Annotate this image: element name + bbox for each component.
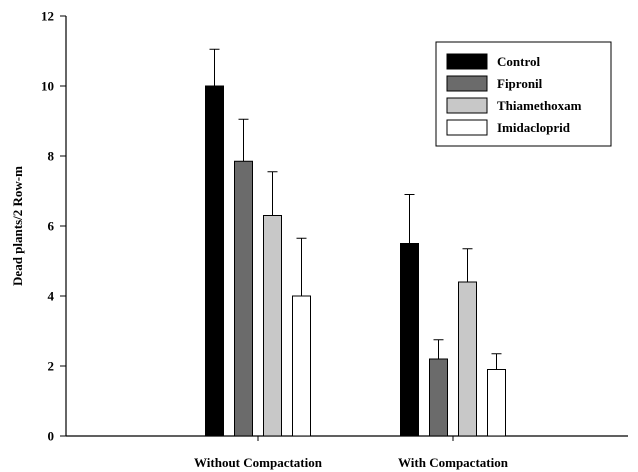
y-tick-label: 2 [48, 359, 55, 374]
bar [205, 85, 224, 437]
x-tick-label: Without Compactation [194, 455, 323, 470]
y-axis-title: Dead plants/2 Row-m [10, 166, 25, 286]
axes: 0 2 4 6 8 10 12 Without Compactation With Compac… [41, 9, 628, 470]
legend-swatch [446, 53, 488, 70]
bar [263, 215, 282, 437]
y-tick-label: 12 [41, 9, 54, 24]
y-tick-label: 4 [48, 289, 55, 304]
legend-swatch [446, 97, 488, 114]
legend-label: Fipronil [497, 76, 543, 91]
y-tick-label: 0 [48, 429, 55, 444]
legend: Control Fipronil Thiamethoxam Imidacloprid [435, 41, 612, 147]
legend-label: Control [497, 54, 540, 69]
y-tick-label: 10 [41, 79, 54, 94]
bar [292, 295, 311, 437]
legend-swatch [446, 75, 488, 92]
bar [458, 281, 477, 437]
legend-swatch [446, 119, 488, 136]
legend-label: Imidacloprid [497, 120, 571, 135]
y-tick-label: 6 [48, 219, 55, 234]
bar [400, 243, 419, 437]
bars-group [205, 48, 506, 437]
bar [487, 369, 506, 437]
legend-label: Thiamethoxam [497, 98, 582, 113]
bar [234, 160, 253, 437]
bar [429, 358, 448, 437]
y-tick-label: 8 [48, 149, 55, 164]
x-tick-label: With Compactation [398, 455, 509, 470]
